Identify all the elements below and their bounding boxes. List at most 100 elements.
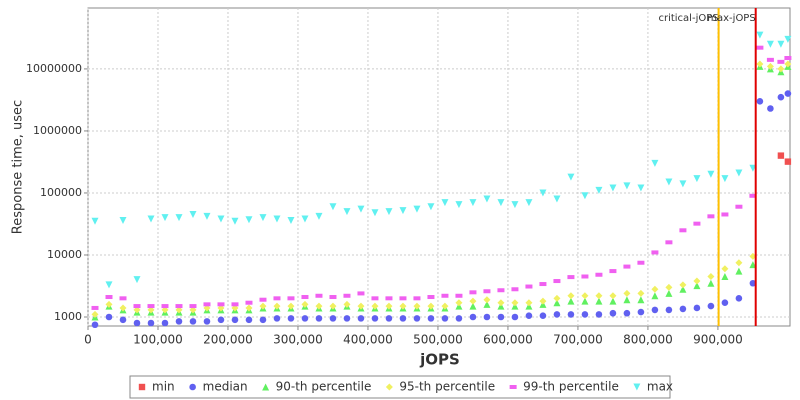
point: [693, 277, 701, 285]
point: [91, 321, 99, 329]
y-tick-label: 10000: [47, 248, 82, 261]
point: [784, 35, 792, 43]
point: [637, 296, 645, 304]
point: [665, 283, 673, 291]
point: [595, 186, 603, 194]
point: [217, 302, 225, 307]
point: [259, 297, 267, 302]
point: [287, 296, 295, 301]
legend-marker: [189, 383, 196, 391]
point: [343, 208, 351, 216]
point: [189, 306, 197, 314]
point: [623, 182, 631, 190]
point: [119, 216, 127, 224]
point: [511, 287, 519, 292]
point: [385, 302, 393, 310]
point: [581, 311, 589, 318]
point: [623, 296, 631, 304]
point: [147, 319, 155, 327]
point: [483, 195, 491, 203]
point: [497, 288, 505, 293]
y-tick-label: 1000: [54, 310, 82, 323]
point: [735, 295, 743, 302]
point: [651, 292, 659, 300]
point: [553, 294, 561, 302]
point: [287, 216, 295, 224]
point: [441, 302, 449, 310]
point: [651, 285, 659, 293]
point: [287, 315, 295, 322]
point: [623, 264, 631, 269]
point: [623, 289, 631, 297]
point: [427, 302, 435, 310]
point: [315, 293, 323, 298]
point: [609, 184, 617, 192]
point: [756, 98, 764, 105]
point: [469, 297, 477, 305]
point: [665, 289, 673, 297]
point: [539, 312, 547, 319]
point: [399, 296, 407, 301]
point: [581, 192, 589, 200]
point: [385, 208, 393, 216]
point: [147, 306, 155, 314]
point: [105, 300, 113, 308]
point: [497, 199, 505, 207]
point: [665, 240, 673, 245]
point: [693, 221, 701, 226]
legend-marker: [385, 383, 393, 391]
point: [777, 152, 785, 159]
point: [777, 40, 785, 48]
point: [161, 319, 169, 327]
point: [441, 315, 449, 322]
point: [749, 252, 757, 260]
point: [343, 315, 351, 322]
point: [133, 276, 141, 284]
point: [581, 292, 589, 300]
legend-label: 99-th percentile: [523, 380, 619, 394]
point: [707, 279, 715, 287]
point: [161, 304, 169, 309]
point: [203, 212, 211, 220]
point: [119, 304, 127, 312]
point: [721, 299, 729, 307]
point: [399, 302, 407, 310]
point: [679, 180, 687, 188]
point: [756, 45, 764, 50]
legend-marker: [138, 383, 146, 391]
point: [301, 215, 309, 223]
x-axis-title: jOPS: [419, 351, 460, 369]
x-tick-label: 600,000: [483, 333, 533, 347]
point: [119, 296, 127, 301]
point: [105, 281, 113, 289]
point: [455, 315, 463, 322]
point: [301, 295, 309, 300]
point: [357, 205, 365, 213]
point: [693, 282, 701, 290]
point: [637, 308, 645, 316]
point: [567, 297, 575, 305]
point: [371, 315, 379, 322]
point: [371, 302, 379, 310]
point: [399, 207, 407, 215]
point: [343, 293, 351, 298]
point: [413, 205, 421, 213]
point: [749, 261, 757, 269]
point: [259, 302, 267, 310]
point: [637, 184, 645, 192]
point: [133, 304, 141, 309]
point: [651, 159, 659, 167]
point: [777, 65, 785, 73]
point: [343, 300, 351, 308]
point: [735, 259, 743, 267]
point: [329, 302, 337, 310]
point: [511, 201, 519, 209]
point: [301, 300, 309, 308]
point: [455, 201, 463, 209]
point: [175, 306, 183, 314]
point: [707, 302, 715, 310]
point: [511, 313, 519, 321]
point: [595, 292, 603, 300]
point: [567, 173, 575, 181]
point: [105, 295, 113, 300]
